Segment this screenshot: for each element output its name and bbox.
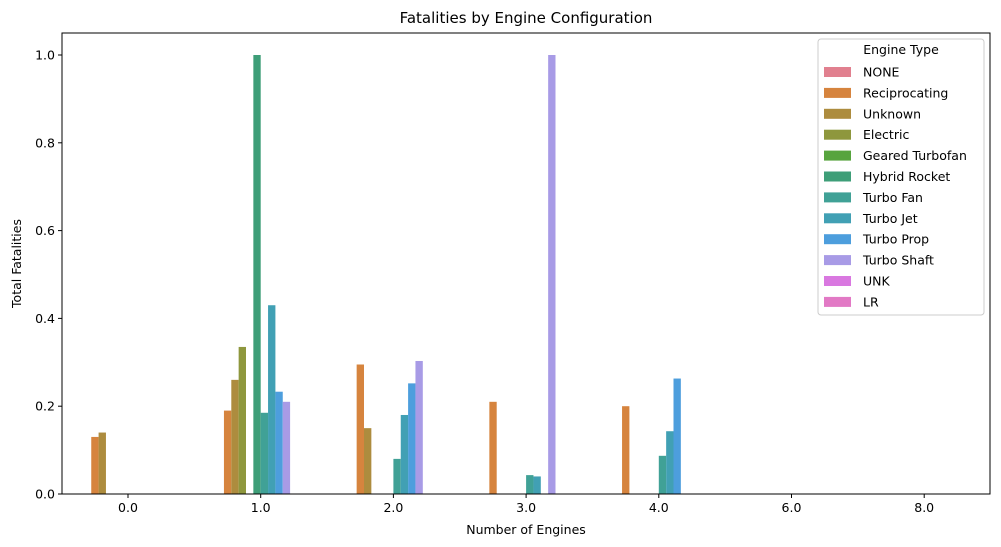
bar-turbo-shaft-3.0 xyxy=(548,55,556,494)
y-tick-label: 0.4 xyxy=(35,311,55,326)
bar-turbo-jet-2.0 xyxy=(400,414,409,494)
bar-turbo-prop-2.0 xyxy=(408,383,416,494)
bar-unknown-0.0 xyxy=(98,432,106,494)
bar-turbo-jet-3.0 xyxy=(533,476,541,494)
legend-swatch xyxy=(824,276,851,286)
y-tick-label: 1.0 xyxy=(35,48,55,63)
legend-label: Turbo Jet xyxy=(862,211,918,226)
x-tick-label: 3.0 xyxy=(516,500,536,515)
bar-unknown-2.0 xyxy=(364,428,372,494)
legend-label: Reciprocating xyxy=(863,85,948,100)
bar-turbo-shaft-1.0 xyxy=(282,401,291,494)
legend-label: Turbo Prop xyxy=(862,232,929,247)
y-tick-label: 0.2 xyxy=(35,399,55,414)
legend-swatch xyxy=(824,87,851,98)
x-tick-label: 6.0 xyxy=(782,500,802,515)
bar-reciprocating-0.0 xyxy=(91,436,99,494)
y-tick-label: 0.0 xyxy=(35,487,55,502)
bar-turbo-jet-4.0 xyxy=(666,431,674,494)
bar-unknown-1.0 xyxy=(231,379,239,494)
legend-swatch xyxy=(824,192,851,203)
bar-turbo-fan-1.0 xyxy=(260,412,269,494)
bar-reciprocating-3.0 xyxy=(489,401,497,494)
chart-title: Fatalities by Engine Configuration xyxy=(400,9,653,27)
x-tick-label: 4.0 xyxy=(649,500,669,515)
legend-frame xyxy=(817,38,985,316)
bar-turbo-jet-1.0 xyxy=(268,305,276,494)
bar-turbo-prop-4.0 xyxy=(673,378,681,494)
legend-swatch xyxy=(824,213,851,224)
bar-turbo-shaft-2.0 xyxy=(415,360,423,494)
legend-label: Unknown xyxy=(863,106,921,121)
legend-label: Hybrid Rocket xyxy=(863,169,950,184)
bar-turbo-fan-4.0 xyxy=(658,455,667,494)
legend-label: Turbo Fan xyxy=(862,190,923,205)
legend-label: UNK xyxy=(863,274,890,289)
legend-swatch xyxy=(824,108,851,119)
bar-turbo-fan-2.0 xyxy=(393,458,401,494)
legend-label: LR xyxy=(863,294,879,309)
bar-reciprocating-4.0 xyxy=(622,406,630,494)
bar-hybrid-rocket-1.0 xyxy=(253,55,261,494)
legend: Engine Type NONE Reciprocating Unknown Elect… xyxy=(817,38,985,316)
bar-turbo-prop-1.0 xyxy=(275,391,283,494)
x-tick-label: 0.0 xyxy=(118,500,138,515)
bar-electric-1.0 xyxy=(238,346,246,494)
legend-swatch xyxy=(824,296,851,307)
legend-label: Geared Turbofan xyxy=(863,148,967,163)
x-tick-label: 1.0 xyxy=(251,500,271,515)
legend-title: Engine Type xyxy=(863,42,939,57)
bar-reciprocating-2.0 xyxy=(356,364,364,494)
legend-swatch xyxy=(824,67,851,77)
y-axis-label: Total Fatalities xyxy=(9,219,24,309)
x-tick-label: 8.0 xyxy=(914,500,934,515)
y-tick-label: 0.8 xyxy=(35,135,55,150)
legend-swatch xyxy=(824,150,851,161)
legend-label: NONE xyxy=(863,65,900,80)
legend-swatch xyxy=(824,129,851,140)
x-axis-label: Number of Engines xyxy=(466,522,586,537)
y-tick-label: 0.6 xyxy=(35,223,55,238)
y-axis: 0.0 0.2 0.4 0.6 0.8 1.0 xyxy=(35,48,62,502)
x-tick-label: 2.0 xyxy=(383,500,403,515)
bars-group xyxy=(91,55,681,494)
legend-label: Turbo Shaft xyxy=(862,253,934,268)
legend-swatch xyxy=(824,234,851,245)
bar-reciprocating-1.0 xyxy=(223,410,232,494)
legend-label: Electric xyxy=(863,127,909,142)
x-axis: 0.0 1.0 2.0 3.0 4.0 6.0 8.0 xyxy=(118,494,934,515)
legend-swatch xyxy=(824,255,851,266)
legend-swatch xyxy=(824,171,851,182)
bar-turbo-fan-3.0 xyxy=(526,475,534,494)
